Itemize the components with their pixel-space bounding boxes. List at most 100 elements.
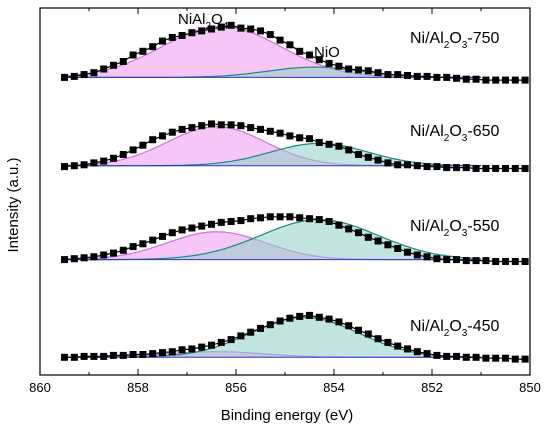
data-point [168, 348, 176, 356]
data-point [306, 311, 313, 319]
data-point [257, 214, 264, 222]
data-point [384, 338, 392, 346]
data-point [149, 43, 157, 51]
data-point [502, 165, 509, 172]
data-point [306, 51, 313, 59]
data-point [247, 124, 255, 132]
data-point [198, 27, 206, 35]
data-point [237, 217, 245, 225]
data-point [159, 132, 166, 140]
data-point [90, 352, 98, 360]
data-point [394, 161, 402, 169]
data-point [502, 258, 509, 265]
data-point [325, 140, 333, 148]
data-point [188, 29, 196, 37]
spectrum-2 [61, 213, 529, 265]
data-point [100, 251, 108, 259]
data-point [178, 346, 186, 354]
data-point [296, 312, 304, 320]
x-tick-label: 860 [29, 380, 51, 395]
data-point [119, 246, 127, 254]
data-point [335, 318, 343, 326]
data-point [521, 165, 529, 172]
data-point [482, 354, 490, 362]
data-point [129, 146, 137, 154]
data-point [237, 332, 245, 340]
data-point [345, 225, 353, 233]
data-point [100, 352, 108, 360]
data-point [159, 349, 166, 357]
data-point [296, 47, 304, 55]
data-point [276, 213, 284, 221]
data-point [394, 342, 402, 350]
data-point [492, 165, 500, 172]
data-point [482, 165, 490, 172]
data-point [80, 71, 88, 79]
data-point [286, 314, 294, 322]
data-point [433, 73, 441, 81]
data-point [178, 32, 186, 39]
data-point [492, 258, 500, 265]
data-point [384, 241, 392, 249]
data-point [453, 74, 460, 82]
data-point [384, 159, 392, 167]
data-point [208, 220, 215, 228]
data-point [472, 257, 480, 265]
data-point [315, 139, 323, 146]
data-point [168, 229, 176, 237]
data-point [413, 251, 421, 259]
data-point [315, 216, 323, 224]
data-point [149, 236, 157, 244]
data-point [325, 59, 333, 67]
data-point [237, 24, 245, 32]
data-point [443, 256, 451, 264]
data-point [511, 165, 519, 172]
data-point [423, 253, 431, 261]
data-point [315, 56, 323, 64]
data-point [266, 31, 274, 39]
data-point [110, 154, 117, 162]
data-point [227, 336, 235, 344]
plot-layer [61, 21, 529, 363]
data-point [364, 67, 372, 75]
data-point [110, 249, 117, 257]
data-point [178, 125, 186, 133]
data-point [502, 76, 509, 84]
data-point [472, 75, 480, 83]
data-point [139, 47, 147, 55]
data-point [443, 73, 451, 81]
data-point [364, 330, 372, 338]
x-tick-label: 856 [225, 380, 247, 395]
data-point [404, 248, 411, 256]
data-point [80, 254, 88, 262]
data-point [462, 353, 470, 361]
data-point [296, 134, 304, 142]
data-point [149, 136, 157, 144]
data-point [188, 124, 196, 132]
series-label-750: Ni/Al2O3-750 [410, 30, 499, 51]
y-axis-title: Intensity (a.u.) [5, 157, 22, 252]
data-point [306, 135, 313, 143]
data-point [492, 354, 500, 362]
data-point [404, 72, 411, 79]
data-point [355, 151, 362, 158]
data-point [335, 62, 343, 70]
text-layer: Binding energy (eV) Intensity (a.u.) NiA… [5, 11, 499, 424]
data-point [413, 348, 421, 356]
data-point [61, 73, 68, 81]
data-point [129, 243, 137, 251]
data-point [139, 351, 147, 358]
x-axis-title: Binding energy (eV) [221, 407, 354, 424]
data-point [325, 315, 333, 323]
data-point [70, 72, 78, 80]
data-point [276, 129, 284, 137]
data-point [384, 71, 392, 79]
data-point [100, 157, 108, 165]
data-point [119, 151, 127, 158]
data-point [315, 313, 323, 321]
data-point [198, 343, 206, 351]
data-point [355, 229, 362, 237]
data-point [306, 215, 313, 223]
x-tick-label: 852 [421, 380, 443, 395]
data-point [119, 351, 127, 359]
